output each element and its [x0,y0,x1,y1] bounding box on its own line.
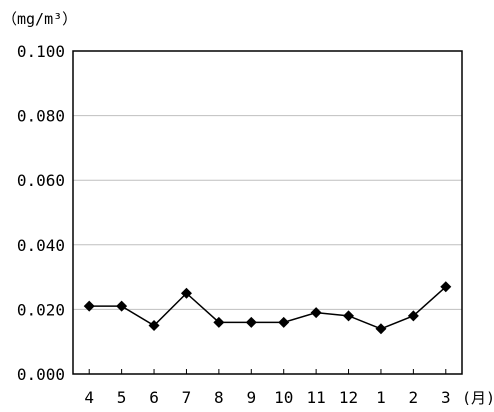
y-axis-unit-label: （mg/m³） [2,10,77,28]
y-tick-label: 0.100 [17,42,65,61]
x-tick-label: 7 [182,388,192,407]
data-point-marker [116,300,128,312]
data-point-marker [180,287,192,299]
y-tick-labels: 0.000 0.020 0.040 0.060 0.080 0.100 [17,42,65,384]
data-point-marker [213,316,225,328]
data-point-marker [375,323,387,335]
y-tick-label: 0.060 [17,171,65,190]
y-tick-label: 0.020 [17,300,65,319]
x-tick-label: 6 [149,388,159,407]
x-tick-label: 8 [214,388,224,407]
plot-frame [72,50,463,375]
series-line [89,286,447,330]
data-point-marker [148,320,160,332]
data-point-marker [245,316,257,328]
data-point-marker [83,300,95,312]
x-tick-label: 4 [84,388,94,407]
series-group [83,281,452,335]
x-tick-label: 11 [306,388,325,407]
y-tick-label: 0.040 [17,236,65,255]
x-tick-label: 1 [376,388,386,407]
x-tick-label: 2 [409,388,419,407]
x-tick-label: 10 [274,388,293,407]
data-point-marker [278,316,290,328]
y-tick-label: 0.080 [17,107,65,126]
y-tick-label: 0.000 [17,365,65,384]
x-axis-unit-label: (月) [462,389,494,407]
x-tick-label: 3 [441,388,451,407]
data-point-marker [407,310,419,322]
data-point-marker [440,281,452,293]
gridlines [73,115,462,310]
data-point-marker [343,310,355,322]
x-tick-label: 9 [246,388,256,407]
x-tick-labels: 4 5 6 7 8 9 10 11 12 1 2 3 [84,369,451,407]
x-tick-label: 12 [339,388,358,407]
x-tick-label: 5 [117,388,127,407]
data-point-marker [310,307,322,319]
